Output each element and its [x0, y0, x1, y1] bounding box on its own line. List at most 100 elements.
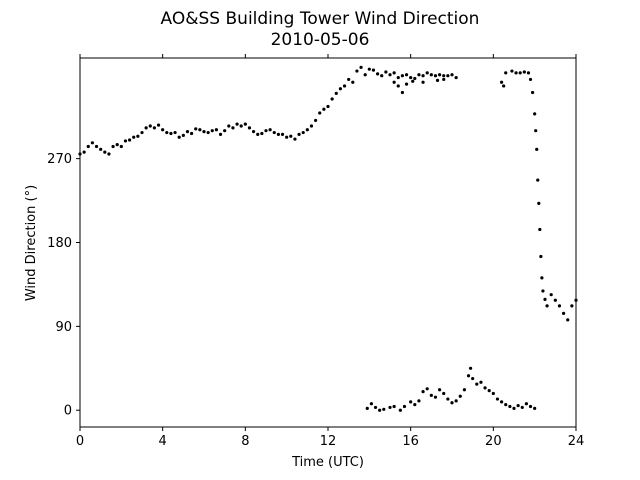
data-point: [256, 132, 260, 137]
data-point: [429, 73, 433, 77]
data-point: [144, 126, 148, 130]
data-point: [417, 399, 421, 403]
data-point: [365, 406, 369, 410]
data-point: [363, 73, 367, 77]
data-point: [355, 69, 359, 73]
data-point: [342, 84, 347, 88]
data-point: [285, 135, 289, 139]
data-point: [330, 97, 334, 101]
data-point: [165, 130, 169, 135]
data-point: [417, 73, 421, 77]
data-point: [103, 150, 107, 154]
data-point: [539, 254, 543, 259]
data-point: [504, 71, 508, 75]
data-point: [524, 402, 529, 406]
data-point: [458, 394, 462, 398]
data-point: [396, 84, 400, 88]
data-point: [413, 76, 417, 81]
data-point: [528, 404, 533, 409]
data-point: [99, 147, 103, 151]
data-point: [293, 137, 297, 141]
data-point: [553, 298, 557, 302]
data-point: [400, 74, 404, 78]
data-point: [442, 77, 446, 82]
data-point: [536, 178, 540, 182]
data-point: [297, 132, 301, 137]
data-point: [231, 126, 235, 130]
data-point: [301, 130, 305, 135]
data-point: [280, 132, 285, 137]
data-point: [479, 380, 483, 384]
data-point: [359, 65, 363, 69]
data-point: [132, 135, 136, 139]
data-point: [190, 131, 194, 136]
data-point: [119, 144, 123, 149]
data-point: [371, 68, 376, 72]
data-point: [177, 135, 181, 139]
data-point: [243, 122, 247, 126]
data-point: [409, 400, 413, 404]
data-point: [508, 404, 512, 409]
data-point: [543, 297, 547, 301]
data-point: [471, 376, 475, 381]
x-tick-label: 16: [402, 434, 419, 449]
data-point: [392, 80, 396, 84]
data-point: [227, 124, 231, 128]
data-point: [314, 118, 318, 123]
data-point: [181, 133, 185, 137]
data-point: [111, 144, 115, 149]
data-point: [206, 130, 210, 135]
data-point: [421, 80, 425, 84]
data-point: [533, 112, 537, 116]
data-point: [566, 318, 570, 322]
data-point: [526, 71, 531, 75]
data-point: [223, 129, 227, 133]
data-point: [214, 128, 218, 132]
data-point: [438, 73, 442, 77]
data-point: [136, 134, 140, 138]
chart-title: AO&SS Building Tower Wind Direction: [161, 9, 480, 29]
x-tick-label: 8: [241, 434, 249, 449]
data-point: [268, 128, 272, 132]
data-point: [173, 130, 177, 135]
data-point: [425, 71, 429, 75]
data-point: [86, 144, 90, 149]
data-point: [487, 389, 491, 393]
data-point: [94, 144, 99, 149]
y-tick-label: 180: [47, 236, 72, 251]
y-tick-label: 90: [55, 320, 72, 335]
data-point: [562, 311, 566, 315]
data-point: [502, 84, 506, 88]
data-point: [276, 132, 280, 137]
data-point: [450, 73, 454, 77]
data-point: [115, 143, 119, 147]
data-point: [202, 130, 206, 134]
data-point: [409, 75, 413, 80]
data-point: [388, 405, 392, 410]
data-point: [218, 132, 223, 137]
data-point: [107, 152, 111, 156]
data-point: [491, 391, 495, 396]
data-point: [466, 374, 471, 378]
data-point: [334, 91, 338, 96]
data-point: [185, 130, 190, 134]
data-point: [82, 150, 86, 154]
data-point: [433, 74, 438, 78]
data-point: [540, 276, 544, 280]
data-point: [198, 128, 202, 132]
data-point: [235, 122, 239, 126]
data-point: [392, 404, 396, 409]
data-point: [545, 304, 549, 308]
chart-subtitle: 2010-05-06: [271, 30, 370, 50]
data-point: [537, 201, 541, 205]
data-point: [90, 141, 94, 145]
data-point: [535, 147, 539, 151]
data-point: [123, 139, 128, 143]
data-point: [404, 73, 409, 77]
data-point: [534, 129, 538, 133]
data-point: [500, 400, 504, 404]
data-point: [305, 128, 309, 132]
data-point: [326, 104, 330, 109]
data-point: [425, 387, 429, 391]
